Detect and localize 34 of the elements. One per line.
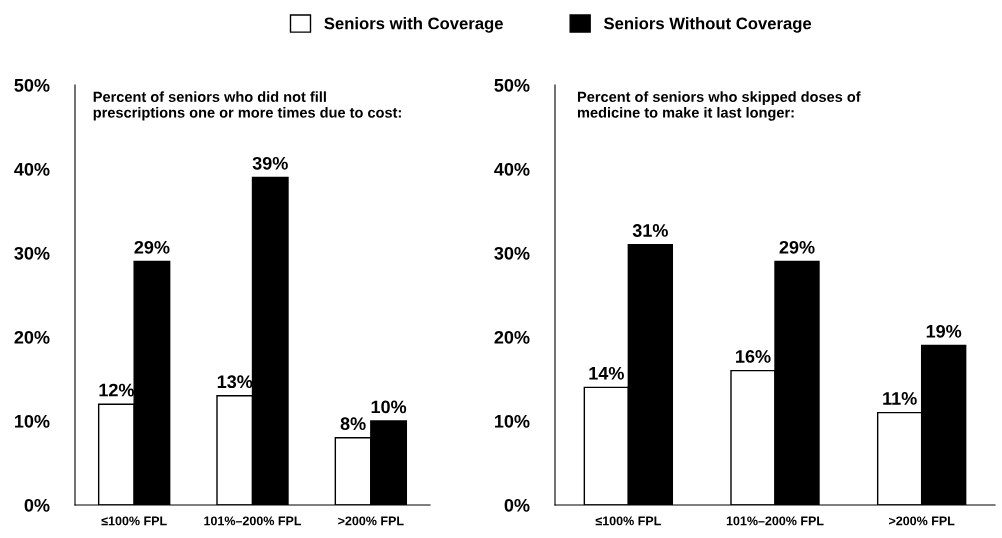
data-label: 29% xyxy=(134,240,170,254)
x-tick-label: 101%–200% FPL xyxy=(204,516,302,526)
x-tick-label: 101%–200% FPL xyxy=(726,516,824,526)
y-tick-label: 50% xyxy=(14,78,50,92)
y-tick-label: 20% xyxy=(14,330,50,344)
text: Percent of seniors who did not fill prescriptions one or more times due to cost: xyxy=(93,91,401,121)
y-tick-label: 20% xyxy=(494,330,530,344)
data-label: 10% xyxy=(371,400,407,414)
y-tick-label: 40% xyxy=(494,162,530,176)
data-label: 19% xyxy=(926,324,962,338)
data-label: 16% xyxy=(736,350,771,363)
y-tick-label: 0% xyxy=(24,498,50,512)
x-tick-label: >200% FPL xyxy=(889,516,955,526)
data-label: 14% xyxy=(589,366,624,380)
data-label: 11% xyxy=(883,392,917,405)
y-tick-label: 30% xyxy=(14,246,50,260)
y-tick-label: 50% xyxy=(494,78,530,92)
x-tick-label: ≤100% FPL xyxy=(101,516,167,526)
y-tick-label: 30% xyxy=(494,246,530,260)
y-tick-label: 10% xyxy=(15,414,50,428)
text: Percent of seniors who skipped doses of medicine to make it last longer: xyxy=(577,91,861,121)
data-label: 8% xyxy=(340,417,366,431)
data-label: 39% xyxy=(252,156,288,170)
y-tick-label: 10% xyxy=(495,414,530,428)
y-tick-label: 0% xyxy=(504,498,530,512)
legend-label: Seniors with Coverage xyxy=(324,17,503,33)
data-label: 31% xyxy=(632,224,668,237)
x-tick-label: ≤100% FPL xyxy=(595,516,661,526)
x-tick-label: >200% FPL xyxy=(338,516,404,526)
data-label: 12% xyxy=(99,383,135,397)
y-tick-label: 40% xyxy=(14,162,50,176)
data-label: 13% xyxy=(217,375,253,389)
data-label: 29% xyxy=(779,240,815,254)
legend-label: Seniors Without Coverage xyxy=(603,17,812,33)
